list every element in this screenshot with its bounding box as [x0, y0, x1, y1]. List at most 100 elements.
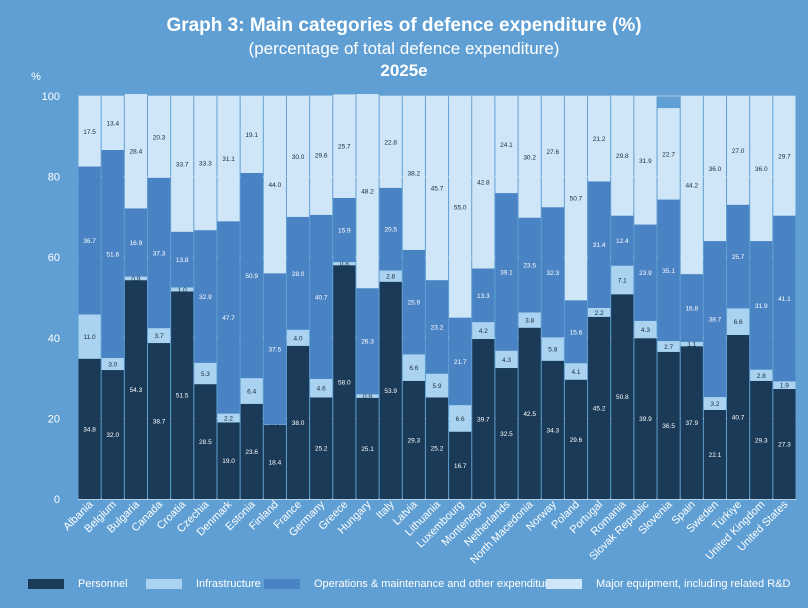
bar-segment-bulgaria-0	[124, 280, 147, 499]
legend-item-personnel: Personnel	[28, 578, 128, 590]
data-label: 0.8	[340, 261, 349, 268]
bar-segment-latvia-2	[402, 249, 425, 355]
bar-segment-albania-1	[78, 314, 101, 359]
data-label: 4.0	[294, 335, 303, 342]
bar-segment-hungary-1	[356, 394, 379, 398]
data-label: 3.0	[108, 361, 117, 368]
legend-swatch-personnel	[28, 579, 64, 589]
bar-segment-croatia-1	[171, 287, 194, 292]
bar-segment-italy-0	[379, 281, 402, 499]
data-label: 15.6	[570, 329, 583, 336]
bar-segment-poland-3	[564, 96, 588, 301]
bar-segment-greece-2	[333, 197, 356, 263]
bar-segment-lithuania-0	[425, 397, 449, 499]
chart-legend: Personnel Infrastructure Operations & ma…	[28, 578, 808, 596]
data-label: 55.0	[454, 204, 467, 211]
bar-segment-france-0	[286, 345, 310, 499]
data-label: 33.7	[176, 161, 189, 168]
data-label: 1.9	[780, 383, 789, 390]
data-label: 45.7	[431, 186, 444, 193]
bar-segment-montenegro-0	[472, 339, 495, 499]
y-tick-label: 60	[48, 252, 60, 264]
data-label: 53.9	[384, 388, 397, 395]
bar-segment-estonia-3	[240, 96, 263, 173]
data-label: 25.2	[315, 446, 328, 453]
bar-segment-czechia-1	[194, 362, 217, 385]
data-label: 6.4	[247, 388, 256, 395]
data-label: 31.9	[639, 158, 652, 165]
data-label: 50.8	[616, 394, 629, 401]
data-label: 39.9	[639, 416, 652, 423]
data-label: 0.1	[270, 422, 279, 429]
bar-segment-united-kingdom-3	[750, 96, 773, 242]
data-label: 40.7	[315, 294, 328, 301]
bar-segment-denmark-0	[217, 422, 240, 499]
y-tick-label: 100	[42, 91, 60, 103]
data-label: 3.8	[525, 318, 534, 325]
data-label: 39.7	[477, 417, 490, 424]
data-label: 36.7	[83, 238, 96, 245]
bar-segment-portugal-2	[588, 181, 611, 308]
data-label: 36.0	[755, 166, 768, 173]
bar-segment-poland-2	[564, 300, 588, 364]
data-label: 38.2	[408, 170, 421, 177]
bar-segment-netherlands-2	[495, 193, 518, 351]
data-label: 4.3	[641, 327, 650, 334]
data-label: 29.8	[616, 153, 629, 160]
bar-segment-luxembourg-0	[449, 431, 472, 499]
data-label: 31.4	[593, 242, 606, 249]
data-label: 2.7	[664, 344, 673, 351]
data-label: 3.7	[155, 333, 164, 340]
bar-segment-croatia-3	[171, 96, 194, 232]
bar-segment-hungary-3	[356, 93, 379, 289]
bar-segment-greece-1	[333, 262, 356, 266]
data-label: 29.7	[778, 153, 791, 160]
bar-segment-united-states-0	[773, 388, 796, 499]
chart-title: Graph 3: Main categories of defence expe…	[166, 15, 642, 36]
bar-segment-portugal-0	[588, 316, 611, 499]
bar-segment-spain-0	[680, 346, 703, 499]
data-label: 4.2	[479, 328, 488, 335]
data-label: 23.5	[523, 263, 536, 270]
data-label: 22.1	[709, 452, 722, 459]
data-label: 13.8	[176, 257, 189, 264]
data-label: 37.5	[269, 346, 282, 353]
bar-segment-norway-1	[541, 337, 564, 361]
bar-segment-montenegro-3	[472, 96, 495, 269]
y-tick-label: 0	[54, 494, 60, 506]
chart-subtitle: (percentage of total defence expenditure…	[248, 39, 560, 58]
bar-segment-sweden-1	[703, 397, 727, 410]
data-label: 21.2	[593, 136, 606, 143]
data-label: 6.6	[734, 319, 743, 326]
bar-segment-albania-0	[78, 358, 101, 499]
bar-segment-latvia-1	[402, 354, 425, 381]
bar-segment-canada-1	[147, 328, 171, 344]
bar-segment-montenegro-1	[472, 322, 495, 340]
data-label: 20.3	[153, 134, 166, 141]
data-label: 17.5	[83, 129, 96, 136]
bar-segment-finland-2	[263, 273, 286, 425]
data-label: 36.0	[709, 166, 722, 173]
data-label: 13.3	[477, 293, 490, 300]
data-label: 54.3	[130, 387, 143, 394]
bar-segment-norway-2	[541, 207, 564, 338]
data-label: 7.1	[618, 277, 627, 284]
data-label: 23.9	[639, 270, 652, 277]
bar-segment-germany-1	[310, 378, 333, 398]
bar-segment-greece-3	[333, 94, 356, 198]
bar-segment-netherlands-1	[495, 350, 518, 369]
data-label: 4.6	[317, 386, 326, 393]
data-label: 25.9	[408, 300, 421, 307]
data-label: 29.3	[755, 437, 768, 444]
bar-segment-north-macedonia-3	[518, 96, 541, 218]
legend-item-operations: Operations & maintenance and other expen…	[264, 578, 560, 590]
bar-segment-italy-3	[379, 96, 402, 188]
data-label: 25.1	[361, 446, 374, 453]
data-label: 48.2	[361, 189, 374, 196]
bar-segment-portugal-1	[588, 307, 611, 317]
data-label: 30.2	[523, 154, 536, 161]
data-label: 28.5	[199, 439, 212, 446]
bar-segment-slovenia-1	[657, 341, 680, 352]
bar-segment-t-rkiye-1	[727, 308, 750, 335]
bar-segment-slovak-republic-2	[634, 224, 657, 321]
